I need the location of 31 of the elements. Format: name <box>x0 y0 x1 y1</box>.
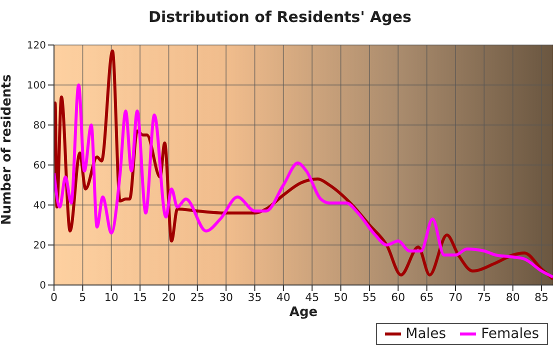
x-tick-label: 45 <box>305 290 320 304</box>
x-tick-label: 55 <box>362 290 376 304</box>
x-tick-label: 15 <box>133 290 148 304</box>
y-tick-label: 120 <box>26 40 46 52</box>
x-tick-label: 50 <box>334 290 348 304</box>
x-tick-label: 5 <box>79 290 86 304</box>
x-tick-label: 65 <box>420 290 434 304</box>
legend-label: Males <box>404 326 446 342</box>
y-tick-label: 20 <box>33 240 46 252</box>
chart-title: Distribution of Residents' Ages <box>148 8 412 26</box>
legend-label: Females <box>480 326 539 342</box>
x-tick-label: 0 <box>50 290 58 304</box>
line-series <box>54 84 553 278</box>
y-axis-title: Number of residents <box>0 74 15 225</box>
x-tick-label: 80 <box>506 290 520 304</box>
x-tick-label: 75 <box>477 290 492 304</box>
x-tick-label: 35 <box>248 290 262 304</box>
y-tick-label: 100 <box>26 80 46 92</box>
y-tick-label: 60 <box>33 160 46 172</box>
x-tick-label: 20 <box>162 290 176 304</box>
x-tick-label: 30 <box>219 290 234 304</box>
y-tick-label: 40 <box>33 200 46 212</box>
y-tick-label: 80 <box>33 120 46 132</box>
x-tick-label: 40 <box>276 290 290 304</box>
x-tick-label: 10 <box>104 290 118 304</box>
x-axis-title: Age <box>289 305 318 320</box>
x-tick-label: 70 <box>448 290 462 304</box>
y-tick-label: 0 <box>40 280 46 292</box>
x-tick-label: 85 <box>534 290 549 304</box>
x-tick-label: 60 <box>391 290 406 304</box>
x-tick-label: 25 <box>190 290 204 304</box>
